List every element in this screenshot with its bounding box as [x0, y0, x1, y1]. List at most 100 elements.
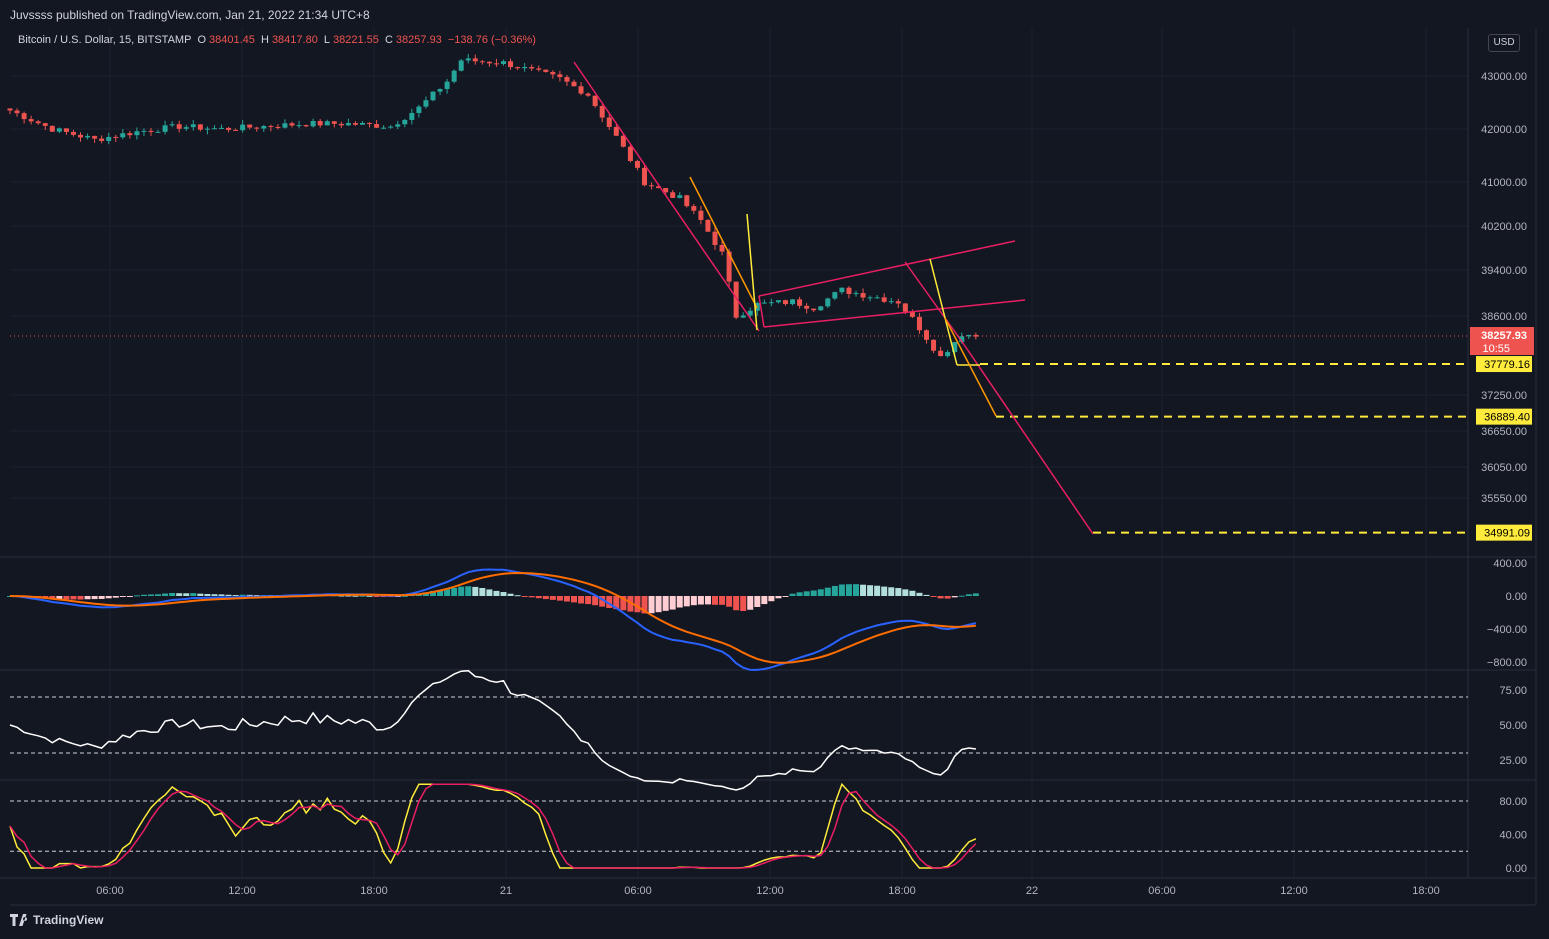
- macd-bar: [430, 590, 436, 596]
- macd-bar: [683, 596, 690, 607]
- candle-body: [451, 70, 457, 82]
- candle-body: [691, 206, 697, 211]
- time-tick-label: 12:00: [756, 885, 784, 897]
- candle-body: [338, 123, 344, 126]
- macd-bar: [838, 584, 845, 596]
- candle-body: [148, 130, 154, 132]
- macd-bar: [740, 596, 747, 612]
- candle-body: [515, 67, 521, 69]
- macd-bar: [951, 596, 958, 598]
- candle-body: [416, 106, 422, 113]
- candle-body: [768, 302, 774, 304]
- candle-body: [56, 128, 62, 132]
- macd-bar: [84, 596, 91, 600]
- publisher-line: Juvssss published on TradingView.com, Ja…: [10, 8, 370, 22]
- candle-body: [888, 301, 894, 303]
- candle-body: [938, 350, 944, 357]
- candle-body: [670, 192, 676, 198]
- candle-body: [585, 93, 591, 96]
- candle-body: [564, 77, 570, 82]
- candle-body: [508, 61, 514, 68]
- candle-body: [219, 127, 224, 129]
- time-tick-label: 06:00: [96, 885, 124, 897]
- last-price-label: 38257.93: [1481, 330, 1527, 342]
- signal-line: [9, 571, 976, 664]
- symbol-title: Bitcoin / U.S. Dollar, 15, BITSTAMP: [18, 34, 192, 46]
- time-tick-label: 21: [500, 885, 512, 897]
- macd-bar: [853, 584, 859, 596]
- symbol-legend: Bitcoin / U.S. Dollar, 15, BITSTAMP O 384…: [18, 34, 539, 46]
- price-tick-label: 35550.00: [1481, 493, 1527, 505]
- candle-body: [677, 195, 683, 198]
- close-value: 38257.93: [395, 34, 442, 46]
- candle-body: [754, 303, 760, 311]
- candle-body: [818, 306, 824, 311]
- target-label: 36889.40: [1484, 412, 1530, 424]
- currency-button[interactable]: USD: [1488, 34, 1520, 52]
- candle-body: [627, 146, 633, 161]
- macd-bar: [549, 596, 556, 600]
- candle-body: [712, 231, 718, 245]
- macd-bar: [676, 596, 683, 608]
- macd-bar: [197, 593, 204, 596]
- candle-body: [155, 131, 161, 133]
- rsi-line: [9, 669, 977, 791]
- macd-bar: [239, 594, 246, 596]
- candle-body: [529, 67, 535, 69]
- macd-bar: [944, 596, 951, 599]
- candle-body: [99, 138, 105, 141]
- macd-bar: [874, 585, 881, 596]
- candle-body: [634, 160, 640, 168]
- high-label: H: [260, 34, 269, 46]
- candle-body: [240, 124, 246, 131]
- macd-bar: [465, 586, 472, 596]
- macd-bar: [352, 595, 359, 597]
- wave-line-yellow: [929, 258, 958, 366]
- time-tick-label: 18:00: [360, 885, 388, 897]
- candle-body: [790, 299, 796, 305]
- macd-bar: [789, 593, 796, 596]
- macd-bar: [500, 592, 507, 596]
- macd-bar: [754, 596, 761, 607]
- macd-bar: [479, 588, 486, 596]
- wave-line-orange: [944, 317, 997, 417]
- candle-body: [811, 308, 817, 311]
- candle-body: [804, 305, 810, 309]
- macd-bar: [634, 596, 641, 613]
- macd-bar: [190, 593, 197, 596]
- macd-bar: [514, 595, 521, 597]
- macd-bar: [162, 593, 169, 596]
- candle-body: [761, 302, 767, 304]
- candle-body: [42, 123, 48, 126]
- macd-bar: [359, 595, 366, 597]
- macd-bar: [70, 596, 77, 600]
- macd-bar: [768, 596, 775, 602]
- macd-bar: [140, 594, 147, 596]
- candle-body: [895, 301, 901, 304]
- rsi-tick-label: 25.00: [1499, 755, 1527, 767]
- candle-body: [303, 125, 309, 127]
- macd-bar: [606, 596, 613, 609]
- candle-body: [141, 130, 147, 132]
- macd-bar: [486, 589, 493, 596]
- candle-body: [423, 100, 429, 107]
- macd-bar: [218, 594, 225, 596]
- tradingview-brand: TradingView: [33, 912, 104, 927]
- candle-body: [747, 310, 753, 316]
- macd-tick-label: 0.00: [1506, 591, 1527, 603]
- candle-body: [543, 69, 549, 72]
- candle-body: [698, 210, 704, 220]
- macd-bar: [895, 588, 902, 596]
- macd-bar: [225, 594, 232, 596]
- candle-body: [324, 121, 330, 126]
- macd-bar: [803, 591, 810, 596]
- macd-bar: [521, 596, 528, 597]
- macd-bar: [641, 596, 648, 614]
- candle-body: [959, 336, 965, 343]
- macd-tick-label: −800.00: [1487, 657, 1527, 669]
- candle-body: [388, 126, 394, 128]
- candle-body: [28, 119, 34, 122]
- candle-body: [557, 74, 563, 78]
- candle-body: [592, 95, 598, 107]
